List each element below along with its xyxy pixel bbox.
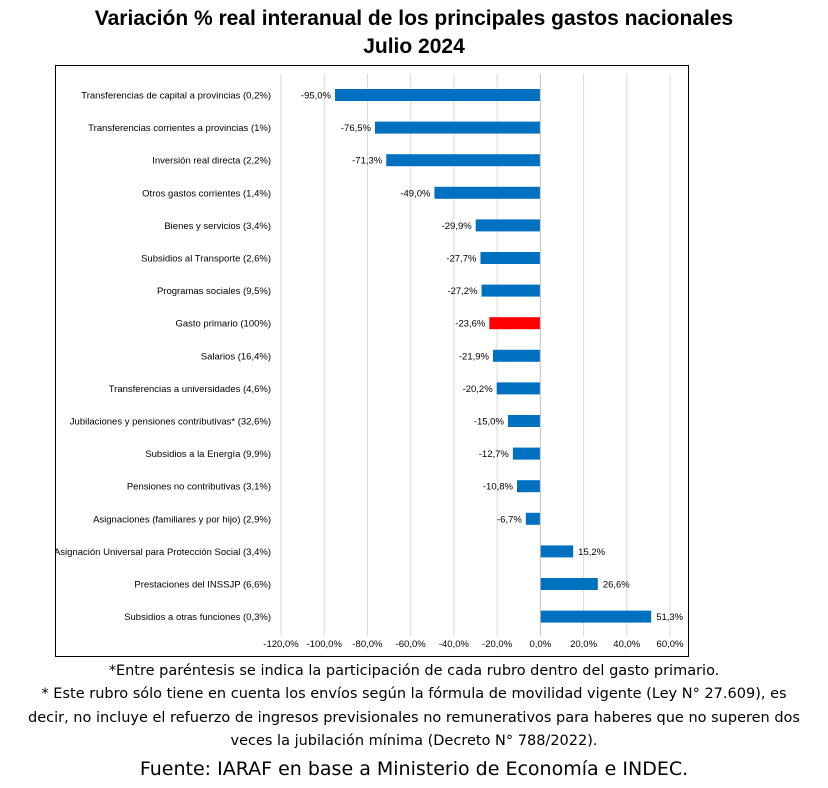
- data-label: -20,2%: [463, 384, 494, 395]
- data-label: -29,9%: [442, 221, 473, 232]
- data-label: -27,2%: [447, 286, 478, 297]
- data-label: 26,6%: [603, 580, 630, 591]
- data-label: -23,6%: [455, 319, 486, 330]
- data-label: -27,7%: [446, 254, 477, 265]
- data-label: -21,9%: [459, 351, 490, 362]
- data-label: -12,7%: [479, 449, 510, 460]
- footnote-mobility-line3: veces la jubilación mínima (Decreto N° 7…: [230, 733, 598, 749]
- data-label: -76,5%: [341, 123, 372, 134]
- bar: [540, 578, 598, 590]
- data-label: -6,7%: [497, 514, 522, 525]
- bar: [496, 382, 541, 395]
- data-label: -71,3%: [352, 156, 383, 167]
- category-label: Salarios (16,4%): [201, 351, 271, 362]
- chart-area: -120,0% -100,0% -80,0% -60,0% -40,0% -20,0% 0,…: [55, 65, 689, 657]
- x-tick-label: 20,0%: [570, 639, 597, 650]
- source-note: Fuente: IARAF en base a Ministerio de Ec…: [139, 758, 689, 780]
- bar: [480, 252, 541, 264]
- bar: [335, 89, 541, 101]
- bar: [493, 349, 541, 362]
- footnote-mobility-line1: * Este rubro sólo tiene en cuenta los en…: [41, 686, 787, 702]
- x-tick-label: -20,0%: [482, 639, 513, 650]
- bar: [507, 415, 541, 427]
- category-label: Transferencias de capital a provincias (…: [81, 91, 271, 102]
- category-label: Programas sociales (9,5%): [157, 286, 271, 297]
- category-label: Bienes y servicios (3,4%): [164, 221, 271, 232]
- data-label: -49,0%: [400, 188, 431, 199]
- category-label: Pensiones no contributivas (3,1%): [127, 482, 271, 493]
- bar: [540, 545, 574, 558]
- category-label: Transferencias a universidades (4,6%): [109, 384, 271, 395]
- category-label: Jubilaciones y pensiones contributivas* …: [70, 417, 271, 428]
- x-tick-label: 40,0%: [613, 639, 640, 650]
- x-tick-label: 60,0%: [657, 639, 684, 650]
- category-label: Gasto primario (100%): [175, 319, 271, 330]
- category-label: Asignación Universal para Protección Soc…: [56, 547, 271, 558]
- category-label: Inversión real directa (2,2%): [152, 156, 271, 167]
- chart-subtitle: Julio 2024: [363, 35, 465, 58]
- data-label: 51,3%: [656, 612, 683, 623]
- category-label: Prestaciones del INSSJP (6,6%): [134, 580, 271, 591]
- category-label: Transferencias corrientes a provincias (…: [88, 123, 271, 134]
- data-label: -95,0%: [301, 91, 332, 102]
- bar: [525, 512, 541, 525]
- category-label: Subsidios a otras funciones (0,3%): [124, 612, 271, 623]
- bar: [386, 154, 541, 167]
- data-label: 15,2%: [578, 547, 605, 558]
- category-label: Subsidios al Transporte (2,6%): [141, 254, 271, 265]
- bar: [489, 317, 541, 330]
- x-tick-label: -100,0%: [307, 639, 343, 650]
- data-label: -15,0%: [474, 417, 505, 428]
- chart-title: Variación % real interanual de los princ…: [94, 7, 734, 30]
- category-label: Otros gastos corrientes (1,4%): [142, 188, 271, 199]
- x-tick-label: -120,0%: [263, 639, 299, 650]
- bar: [434, 186, 541, 199]
- x-tick-label: -60,0%: [396, 639, 427, 650]
- bar: [475, 219, 541, 232]
- category-label: Asignaciones (familiares y por hijo) (2,…: [93, 514, 271, 525]
- data-label: -10,8%: [483, 482, 514, 493]
- bar: [516, 480, 541, 493]
- category-label: Subsidios a la Energía (9,9%): [145, 449, 271, 460]
- x-tick-label: 0,0%: [530, 639, 552, 650]
- x-tick-label: -40,0%: [439, 639, 470, 650]
- bar: [512, 447, 541, 460]
- x-tick-label: -80,0%: [352, 639, 383, 650]
- footnote-participation: *Entre paréntesis se indica la participa…: [108, 663, 720, 679]
- bar: [481, 284, 541, 297]
- footnote-mobility-line2: decir, no incluye el refuerzo de ingreso…: [28, 710, 800, 726]
- bar: [540, 610, 652, 623]
- bar-chart: -120,0% -100,0% -80,0% -60,0% -40,0% -20,0% 0,…: [56, 74, 684, 650]
- bar: [375, 121, 541, 134]
